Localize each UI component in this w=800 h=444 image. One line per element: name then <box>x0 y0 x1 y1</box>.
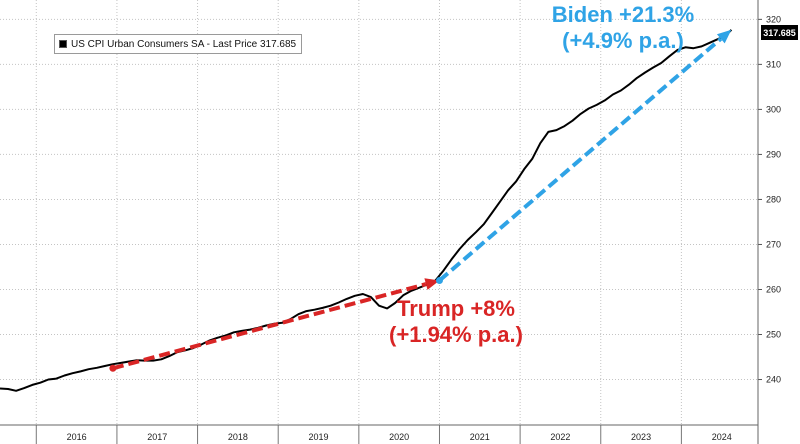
biden-annotation: Biden +21.3% (+4.9% p.a.) <box>518 2 728 54</box>
y-tick-label: 320 <box>766 14 781 24</box>
axes <box>0 0 762 444</box>
x-tick-label: 2017 <box>147 432 167 442</box>
biden-arrow-line <box>438 37 723 282</box>
y-tick-label: 310 <box>766 59 781 69</box>
legend: US CPI Urban Consumers SA - Last Price 3… <box>54 34 303 54</box>
x-tick-label: 2018 <box>228 432 248 442</box>
arrows-layer <box>109 29 732 372</box>
y-tick-label: 240 <box>766 375 781 385</box>
y-tick-label: 300 <box>766 104 781 114</box>
x-tick-label: 2024 <box>712 432 732 442</box>
x-tick-label: 2022 <box>550 432 570 442</box>
biden-annotation-line2: (+4.9% p.a.) <box>562 28 684 53</box>
x-tick-label: 2020 <box>389 432 409 442</box>
y-tick-labels: 240 250 260 270 280 290 300 310 320 <box>766 14 781 384</box>
cpi-series-line <box>0 29 733 392</box>
biden-annotation-line1: Biden +21.3% <box>551 2 695 27</box>
y-tick-label: 290 <box>766 149 781 159</box>
biden-arrow-head <box>716 29 732 44</box>
x-tick-label: 2023 <box>631 432 651 442</box>
series-layer <box>0 29 733 392</box>
last-price-badge: 317.685 <box>761 25 798 40</box>
y-tick-label: 260 <box>766 284 781 294</box>
legend-label: US CPI Urban Consumers SA - Last Price 3… <box>71 38 297 50</box>
x-tick-label: 2016 <box>67 432 87 442</box>
legend-swatch <box>59 40 67 48</box>
grid-lines <box>0 0 758 425</box>
y-tick-label: 270 <box>766 239 781 249</box>
trump-annotation-line1: Trump +8% <box>397 296 515 321</box>
trump-arrow-head <box>424 278 440 290</box>
x-tick-label: 2019 <box>309 432 329 442</box>
y-tick-label: 250 <box>766 330 781 340</box>
y-tick-label: 280 <box>766 194 781 204</box>
trump-annotation: Trump +8% (+1.94% p.a.) <box>356 296 556 348</box>
trump-arrow-line <box>112 282 427 371</box>
x-tick-label: 2021 <box>470 432 490 442</box>
x-tick-labels: 2016 2017 2018 2019 2020 2021 2022 2023 2024 <box>67 432 732 442</box>
trump-annotation-line2: (+1.94% p.a.) <box>389 322 523 347</box>
